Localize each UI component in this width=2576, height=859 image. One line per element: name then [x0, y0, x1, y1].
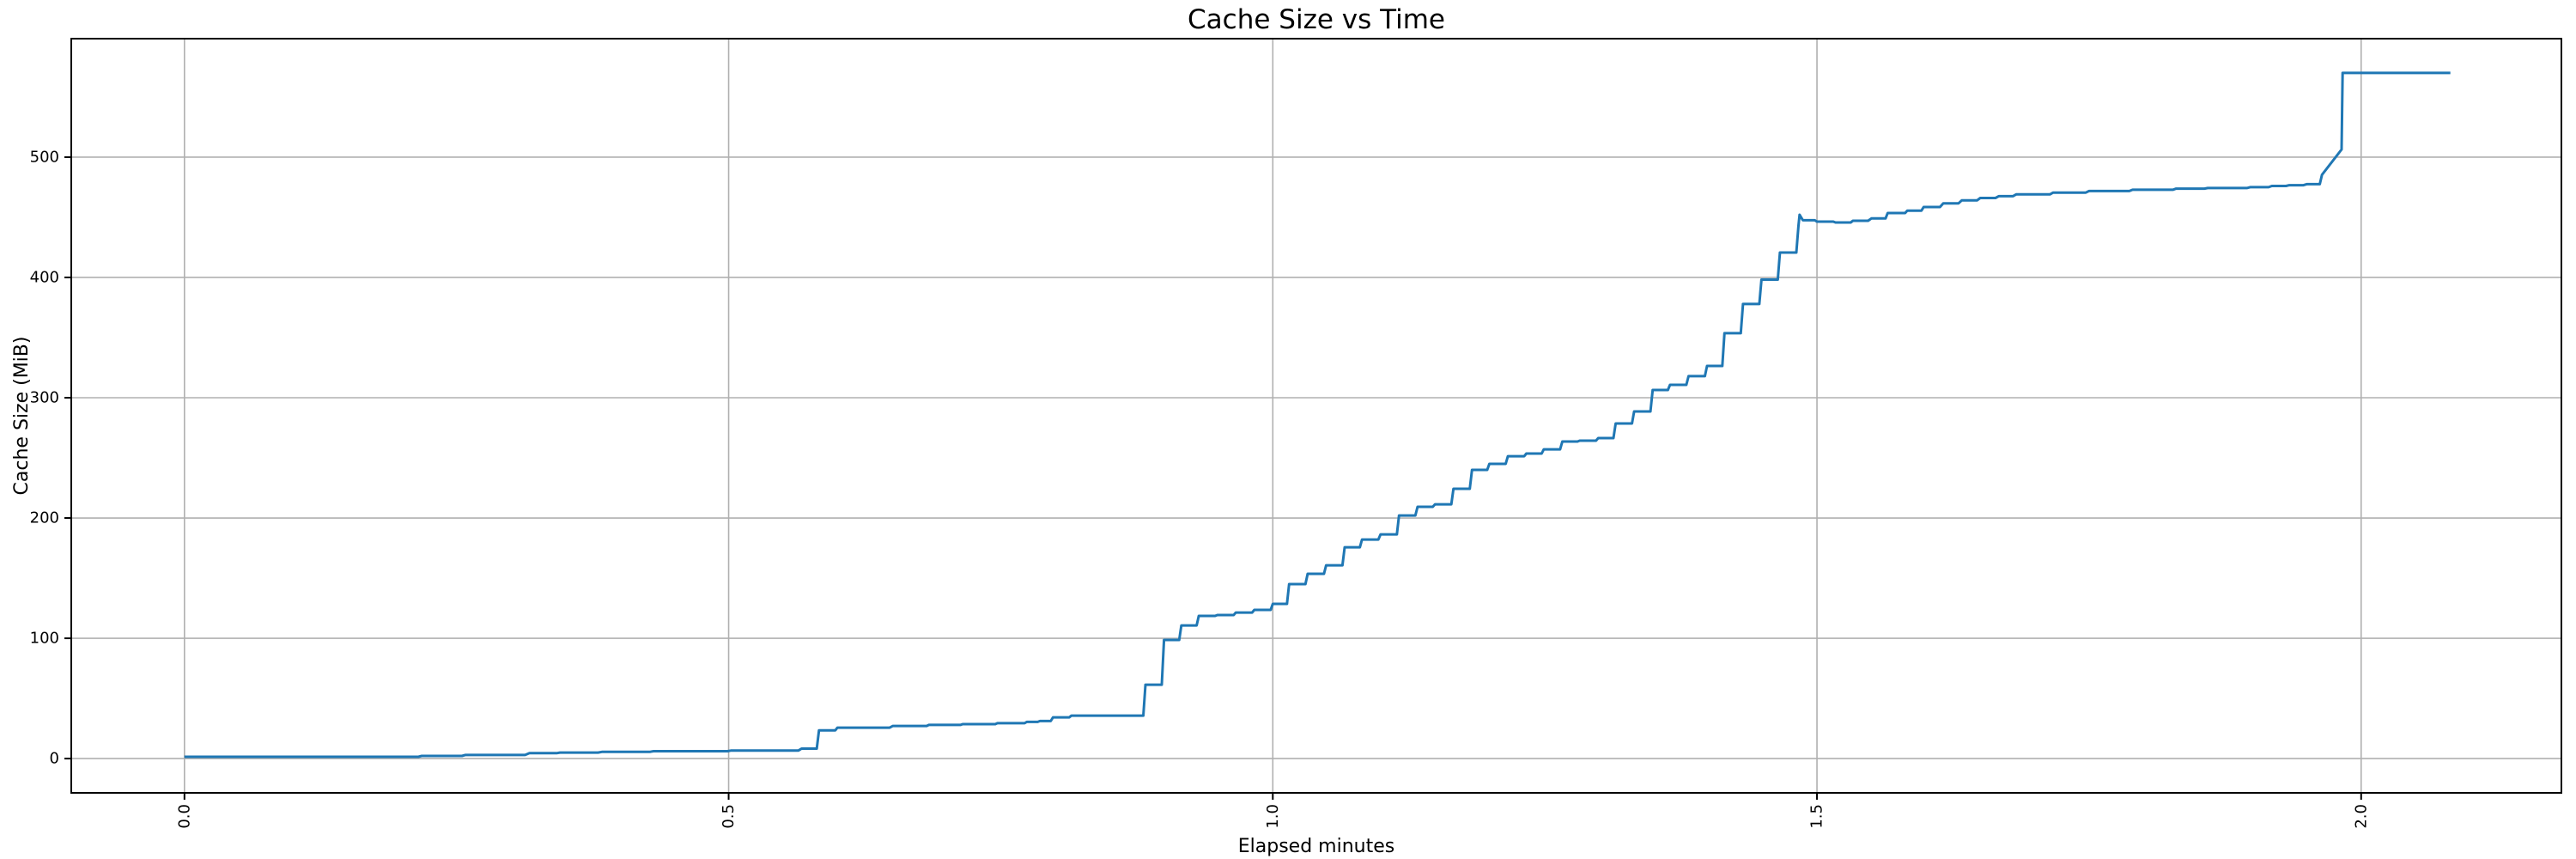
x-axis-label: Elapsed minutes: [1238, 836, 1394, 857]
y-tick-label: 200: [30, 509, 59, 527]
y-tick-label: 0: [50, 750, 59, 768]
axis-tick-labels: 0.0 0.5 1.0 1.5 2.0 0 100 200 300 400 500: [30, 148, 2371, 828]
gridlines: [71, 39, 2561, 793]
x-tick-label: 1.0: [1264, 804, 1282, 829]
cache-size-line: [184, 71, 2451, 758]
y-tick-label: 400: [30, 268, 59, 286]
x-tick-label: 1.5: [1808, 804, 1826, 829]
y-tick-label: 500: [30, 148, 59, 166]
y-tick-label: 300: [30, 388, 59, 406]
y-tick-label: 100: [30, 630, 59, 648]
x-tick-label: 0.0: [175, 804, 193, 829]
x-tick-label: 0.5: [720, 804, 738, 829]
y-axis-label: Cache Size (MiB): [11, 337, 33, 496]
x-tick-label: 2.0: [2352, 804, 2370, 829]
plot-border: [70, 38, 2562, 794]
chart-title: Cache Size vs Time: [1188, 4, 1445, 35]
axis-ticks: [64, 155, 2362, 800]
